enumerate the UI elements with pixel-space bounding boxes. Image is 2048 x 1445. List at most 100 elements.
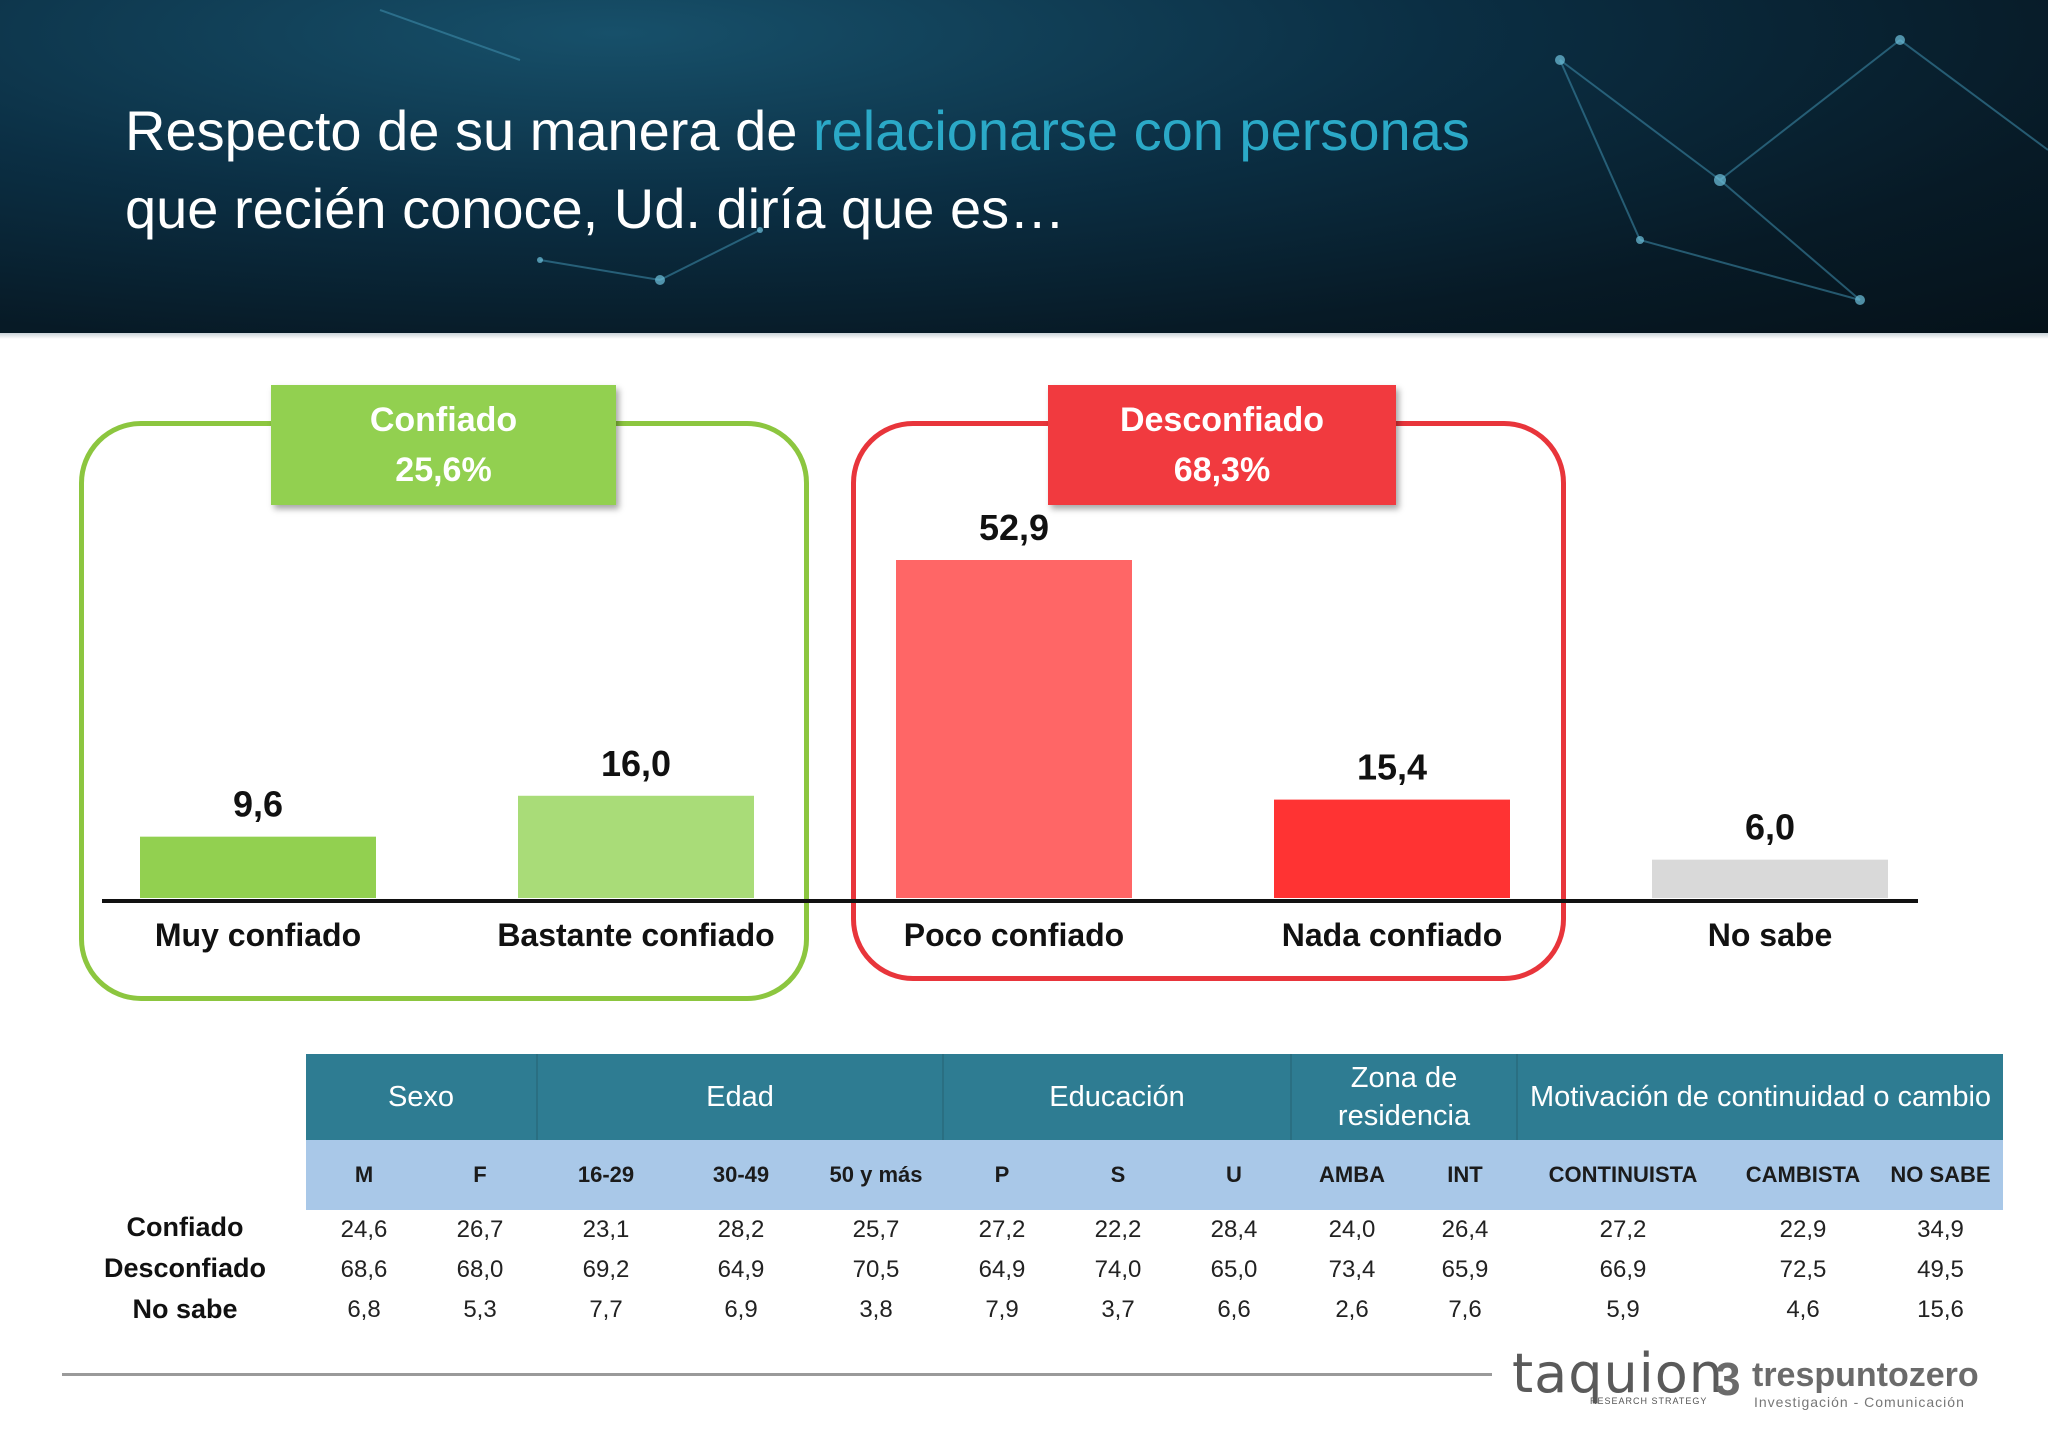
header-shadow: [0, 333, 2048, 339]
table-column-header: U: [1226, 1162, 1242, 1187]
table-cell: 22,9: [1779, 1216, 1827, 1243]
table-column-header: S: [1110, 1162, 1126, 1187]
table-row: 24,6 26,7 23,1 28,2 25,7 27,2 22,2 28,4 24,0 26,4…: [306, 1210, 2003, 1250]
table-cell: 26,7: [456, 1216, 504, 1243]
table-cell: 74,0: [1094, 1256, 1142, 1283]
table-group-header: Sexo: [306, 1054, 538, 1140]
table-cell: 26,4: [1441, 1216, 1489, 1243]
table-row-label: Confiado: [126, 1212, 244, 1242]
table-cell: 65,0: [1210, 1256, 1258, 1283]
bar-value-label: 52,9: [979, 507, 1049, 548]
trespuntozero-logo-mark: 3: [1715, 1353, 1741, 1405]
category-label: Bastante confiado: [497, 917, 774, 953]
table-group-header: Motivación de continuidad o cambio: [1529, 1081, 1992, 1113]
table-cell: 70,5: [852, 1256, 900, 1283]
confiado-group-label: Confiado 25,6%: [271, 385, 616, 505]
table-column-header: CAMBISTA: [1745, 1162, 1861, 1187]
category-label: Muy confiado: [155, 917, 361, 953]
table-cell: 7,9: [985, 1296, 1019, 1323]
table-cell: 4,6: [1786, 1296, 1820, 1323]
table-cell: 27,2: [1599, 1216, 1647, 1243]
title-part1: Respecto de su manera de: [125, 99, 813, 162]
table-row: 6,8 5,3 7,7 6,9 3,8 7,9 3,7 6,6 2,6 7,6 5,9 4,6 15,6: [306, 1290, 2003, 1330]
table-column-header-row: M F 16-29 30-49 50 y más P S U AMBA INT CONTINUIST…: [306, 1140, 2003, 1210]
table-cell: 6,9: [724, 1296, 758, 1323]
table-cell: 3,7: [1101, 1296, 1135, 1323]
bar-nada-confiado: [1274, 799, 1510, 898]
table-cell: 73,4: [1328, 1256, 1376, 1283]
trespuntozero-logo-tagline: Investigación - Comunicación: [1754, 1394, 1965, 1410]
confiado-group-value: 25,6%: [395, 451, 492, 489]
table-cell: 66,9: [1599, 1256, 1647, 1283]
taquion-logo: taquion: [1512, 1342, 1725, 1405]
category-label: Nada confiado: [1282, 917, 1502, 953]
bar-value-label: 9,6: [233, 784, 283, 825]
table-row-label: Desconfiado: [103, 1253, 267, 1283]
table-column-header: NO SABE: [1890, 1162, 1991, 1187]
table-cell: 27,2: [978, 1216, 1026, 1243]
table-cell: 15,6: [1917, 1296, 1964, 1323]
table-cell: 24,0: [1328, 1216, 1376, 1243]
category-label: No sabe: [1708, 917, 1832, 953]
table-column-header: INT: [1447, 1162, 1483, 1187]
footer-divider: [62, 1373, 1492, 1376]
table-cell: 5,9: [1606, 1296, 1640, 1323]
confiado-group-name: Confiado: [369, 401, 518, 439]
network-background-graphic: [379, 9, 2048, 305]
table-row: 68,6 68,0 69,2 64,9 70,5 64,9 74,0 65,0 73,4 65,9…: [306, 1250, 2003, 1290]
table-column-header: P: [994, 1162, 1010, 1187]
table-cell: 28,2: [717, 1216, 765, 1243]
table-cell: 6,8: [347, 1296, 381, 1323]
taquion-logo-tagline: RESEARCH STRATEGY: [1590, 1396, 1708, 1406]
table-group-header: Zona de residencia: [1292, 1054, 1518, 1140]
title-part2: que recién conoce, Ud. diría que es…: [125, 177, 1066, 240]
table-column-header: CONTINUISTA: [1548, 1162, 1698, 1187]
table-cell: 3,8: [859, 1296, 893, 1323]
title-highlight: relacionarse con personas: [812, 99, 1470, 162]
table-cell: 25,7: [852, 1216, 900, 1243]
table-cell: 24,6: [340, 1216, 388, 1243]
bar-muy-confiado: [140, 836, 376, 898]
table-group-header-row: Sexo Edad Educación Zona de residencia Motiv…: [306, 1054, 2003, 1140]
bar-chart: 9,6 Muy confiado 16,0 Bastante confiado 52,9…: [102, 507, 1918, 953]
category-label: Poco confiado: [904, 917, 1124, 953]
table-cell: 68,6: [340, 1256, 388, 1283]
table-column-header: AMBA: [1319, 1162, 1385, 1187]
table-column-header: 30-49: [712, 1162, 770, 1187]
table-cell: 23,1: [582, 1216, 630, 1243]
page-title: Respecto de su manera de relacionarse co…: [125, 92, 1825, 248]
header-banner: Respecto de su manera de relacionarse co…: [0, 0, 2048, 333]
bar-value-label: 6,0: [1745, 807, 1795, 848]
table-cell: 34,9: [1917, 1216, 1964, 1243]
table-cell: 64,9: [717, 1256, 765, 1283]
table-group-header: Educación: [944, 1054, 1292, 1140]
table-cell: 49,5: [1917, 1256, 1964, 1283]
table-cell: 2,6: [1335, 1296, 1369, 1323]
table-cell: 64,9: [978, 1256, 1026, 1283]
table-cell: 7,7: [589, 1296, 623, 1323]
desconfiado-group-name: Desconfiado: [1119, 401, 1325, 439]
table-cell: 72,5: [1779, 1256, 1827, 1283]
table-cell: 65,9: [1441, 1256, 1489, 1283]
table-cell: 7,6: [1448, 1296, 1482, 1323]
table-cell: 68,0: [456, 1256, 504, 1283]
bar-value-label: 15,4: [1357, 747, 1427, 788]
table-column-header: 50 y más: [829, 1162, 923, 1187]
table-cell: 5,3: [463, 1296, 497, 1323]
table-row-label: No sabe: [132, 1294, 238, 1324]
bar-bastante-confiado: [518, 795, 754, 898]
desconfiado-group-value: 68,3%: [1173, 451, 1271, 489]
trespuntozero-logo: trespuntozero: [1752, 1356, 1979, 1394]
table-cell: 6,6: [1217, 1296, 1251, 1323]
desconfiado-group-label: Desconfiado 68,3%: [1048, 385, 1396, 505]
table-column-header: M: [354, 1162, 374, 1187]
table-column-header: F: [473, 1162, 487, 1187]
table-cell: 69,2: [582, 1256, 630, 1283]
table-group-header: Edad: [538, 1054, 944, 1140]
bar-poco-confiado: [896, 560, 1132, 898]
table-column-header: 16-29: [577, 1162, 635, 1187]
table-cell: 28,4: [1210, 1216, 1258, 1243]
bar-no-sabe: [1652, 859, 1888, 898]
table-cell: 22,2: [1094, 1216, 1142, 1243]
bar-value-label: 16,0: [601, 743, 671, 784]
